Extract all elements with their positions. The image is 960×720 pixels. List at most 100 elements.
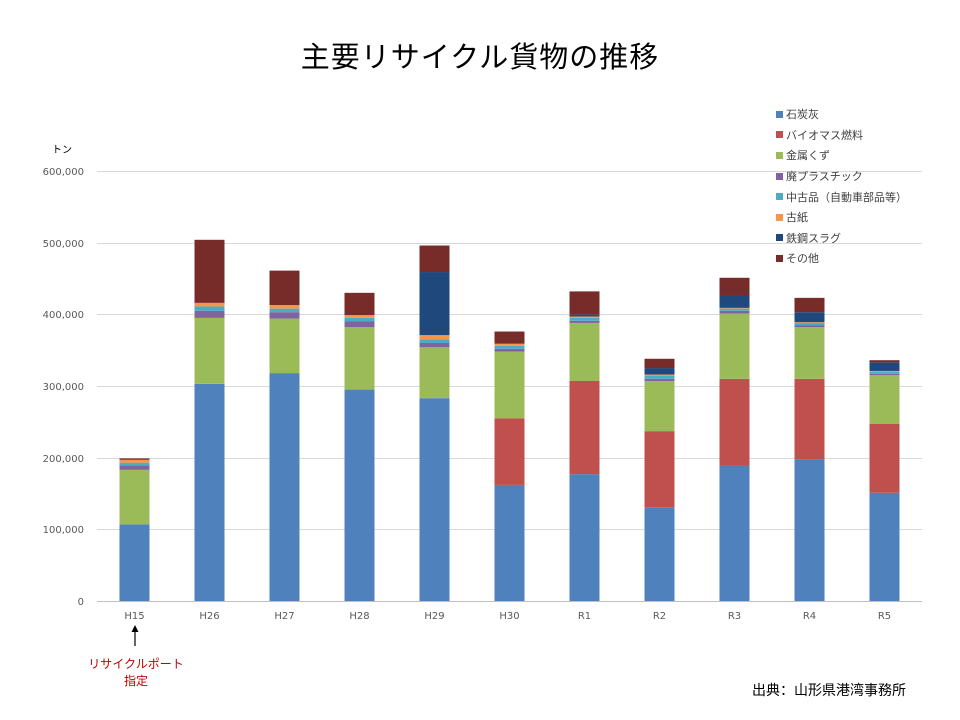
gridlines [97, 171, 922, 602]
bar-segment [644, 380, 675, 432]
x-axis-tick-labels: H15 H26 H27 H28 H29 H30 R1 R2 R3 R4 R5 [124, 611, 891, 622]
legend-swatch-icon [776, 213, 783, 221]
bar-segment [719, 277, 750, 295]
legend-swatch-icon [776, 234, 783, 242]
bar-segment [794, 459, 825, 601]
legend: 石炭灰バイオマス燃料 金属くず廃プラスチック中古品（自動車部品等） 古紙鉄鋼スラグそ… [776, 104, 907, 269]
bar-segment [194, 302, 225, 307]
bar-segment [719, 313, 750, 379]
x-tick-label: R2 [653, 611, 666, 622]
legend-swatch-icon [776, 110, 783, 118]
bar-segment [644, 374, 675, 376]
bar-segment [569, 474, 600, 601]
legend-label: 金属くず [786, 149, 830, 163]
bar-segment [419, 335, 450, 340]
legend-swatch-icon [776, 151, 783, 159]
legend-item: 廃プラスチック [776, 166, 907, 187]
annotation-line-1: リサイクルポート [88, 657, 184, 671]
bar-segment [869, 362, 900, 371]
bar-segment [344, 317, 375, 322]
bar-segment [794, 312, 825, 323]
y-axis-tick-labels: 0 100,000 200,000 300,000 400,000 500,000 600,… [43, 167, 84, 608]
bar-segment [344, 327, 375, 390]
bar-segment [194, 317, 225, 384]
bar-segment [869, 371, 900, 374]
bar-segment [494, 343, 525, 346]
bar-segment [869, 360, 900, 363]
bar-segment [419, 343, 450, 348]
x-tick-label: H27 [274, 611, 294, 622]
legend-swatch-icon [776, 172, 783, 180]
bar-segment [419, 245, 450, 273]
bar-segment [644, 375, 675, 379]
legend-label: その他 [786, 252, 819, 266]
bar-segment [269, 312, 300, 319]
y-tick-label: 0 [78, 597, 84, 608]
legend-label: 廃プラスチック [786, 170, 863, 184]
bar-segment [119, 469, 150, 525]
legend-label: バイオマス燃料 [786, 128, 863, 142]
recycle-port-annotation: リサイクルポート 指定 [76, 656, 196, 690]
bar-segment [719, 378, 750, 466]
legend-label: 中古品（自動車部品等） [786, 190, 907, 204]
bar-segment [794, 325, 825, 328]
bar-segment [719, 310, 750, 314]
bar-segment [644, 507, 675, 601]
annotation-line-2: 指定 [123, 674, 148, 688]
x-tick-label: H30 [499, 611, 519, 622]
y-tick-label: 200,000 [43, 454, 84, 465]
bar-segment [419, 272, 450, 336]
y-tick-label: 400,000 [43, 310, 84, 321]
bar-segment [794, 327, 825, 379]
bar-segment [194, 306, 225, 311]
x-tick-label: H15 [124, 611, 144, 622]
bar-segment [644, 368, 675, 375]
bar-segment [719, 307, 750, 309]
bar-segment [494, 331, 525, 344]
bar-segment [644, 431, 675, 508]
legend-swatch-icon [776, 193, 783, 201]
legend-item: 鉄鋼スラグ [776, 228, 907, 249]
legend-item: 石炭灰 [776, 104, 907, 125]
legend-item: 中古品（自動車部品等） [776, 186, 907, 207]
x-tick-label: H28 [349, 611, 369, 622]
bar-segment [719, 308, 750, 311]
bar-segment [794, 322, 825, 326]
bar-segment [419, 398, 450, 601]
y-tick-label: 500,000 [43, 239, 84, 250]
bar-segment [494, 351, 525, 419]
legend-item: 金属くず [776, 145, 907, 166]
legend-label: 古紙 [786, 211, 808, 225]
bar-segment [344, 292, 375, 316]
bar-stacks [119, 239, 900, 601]
legend-swatch-icon [776, 254, 783, 262]
bar-segment [269, 318, 300, 374]
source-note: 出典：山形県港湾事務所 [752, 683, 906, 699]
x-tick-label: R5 [878, 611, 891, 622]
bar-segment [569, 314, 600, 317]
bar-segment [644, 378, 675, 381]
bar-segment [869, 492, 900, 601]
bar-segment [569, 380, 600, 475]
bar-segment [119, 462, 150, 466]
bar-segment [569, 291, 600, 315]
x-tick-label: H29 [424, 611, 444, 622]
y-tick-label: 300,000 [43, 382, 84, 393]
chart-title: 主要リサイクル貨物の推移 [300, 40, 660, 74]
bar-segment [869, 375, 900, 424]
y-tick-label: 600,000 [43, 167, 84, 178]
bar-segment [494, 418, 525, 485]
y-tick-label: 100,000 [43, 525, 84, 536]
bar-segment [194, 310, 225, 318]
bar-segment [119, 524, 150, 601]
bar-segment [794, 322, 825, 323]
bar-segment [644, 358, 675, 369]
bar-segment [719, 294, 750, 308]
bar-segment [869, 370, 900, 372]
x-tick-label: R4 [803, 611, 816, 622]
x-tick-label: R3 [728, 611, 741, 622]
y-axis-unit-label: トン [52, 145, 72, 156]
bar-segment [494, 345, 525, 349]
legend-item: バイオマス燃料 [776, 125, 907, 146]
